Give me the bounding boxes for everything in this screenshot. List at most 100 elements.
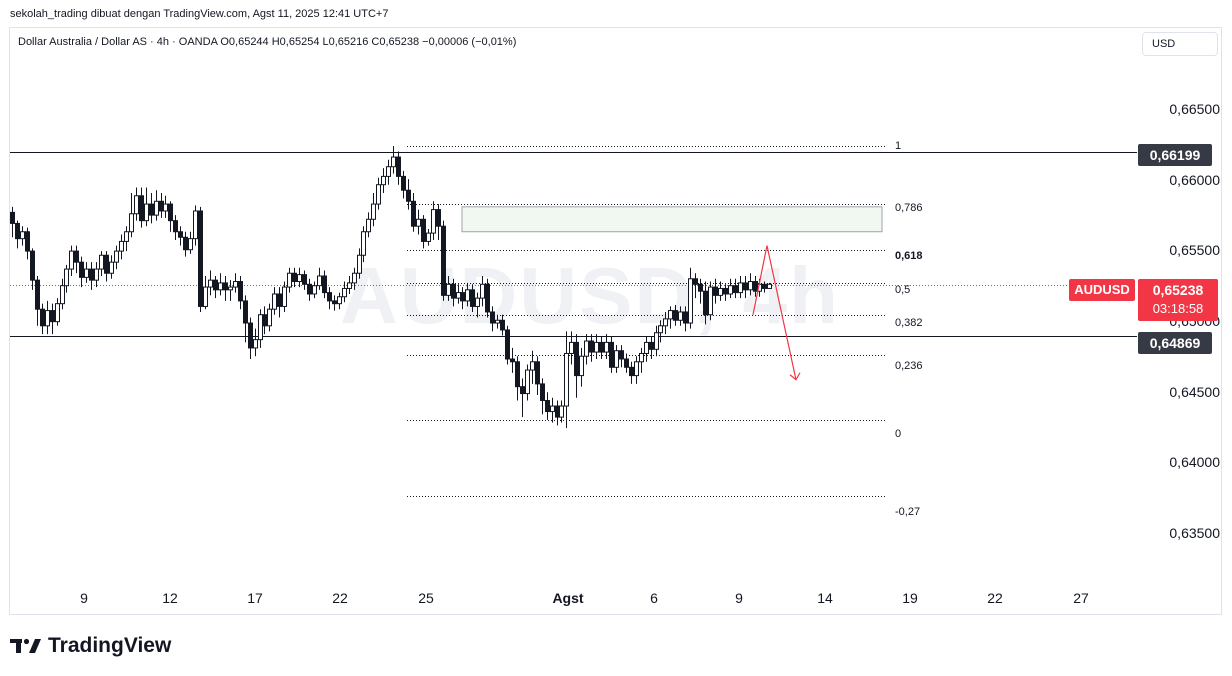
bullish-candle [584, 340, 589, 357]
currency-button[interactable]: USD [1142, 32, 1218, 56]
projection-path [752, 245, 797, 380]
bearish-candle [332, 300, 337, 305]
bearish-candle [510, 358, 515, 363]
time-axis-label: Agst [552, 590, 584, 606]
bullish-candle [60, 285, 65, 305]
bearish-candle [173, 220, 178, 233]
bullish-candle [668, 310, 673, 320]
bullish-candle [366, 218, 371, 233]
fib-label-0236: 0,236 [895, 360, 923, 372]
bullish-candle [218, 282, 223, 291]
bullish-candle [163, 203, 168, 212]
bullish-candle [634, 361, 639, 377]
bullish-candle [386, 166, 391, 177]
time-axis-label: 25 [418, 590, 434, 606]
bullish-candle [614, 350, 619, 368]
bullish-candle [20, 231, 25, 240]
time-axis-label: 14 [817, 590, 833, 606]
bearish-candle [485, 283, 490, 313]
bearish-candle [609, 341, 614, 368]
bearish-candle [599, 341, 604, 353]
bearish-candle [25, 231, 30, 252]
bearish-candle [421, 218, 426, 242]
bullish-candle [258, 314, 263, 341]
bearish-candle [574, 341, 579, 377]
time-axis-label: 12 [162, 590, 178, 606]
tradingview-logo[interactable]: TradingView [10, 634, 171, 658]
time-axis-label: 22 [332, 590, 348, 606]
bullish-candle [144, 203, 149, 222]
bearish-candle [406, 189, 411, 202]
bullish-candle [361, 231, 366, 256]
bullish-candle [45, 310, 50, 327]
bullish-candle [109, 261, 114, 274]
bearish-candle [753, 281, 758, 292]
bearish-candle [238, 281, 243, 302]
current-price: 0,65238 [1152, 282, 1204, 298]
bullish-candle [84, 268, 89, 278]
bearish-candle [178, 231, 183, 238]
bearish-candle [451, 283, 456, 299]
bullish-candle [644, 341, 649, 354]
bullish-candle [297, 274, 302, 283]
time-axis-label: 9 [735, 590, 743, 606]
bullish-candle [594, 341, 599, 353]
bullish-candle [154, 200, 159, 216]
bearish-candle [545, 400, 550, 413]
bullish-candle [342, 287, 347, 298]
bearish-candle [50, 310, 55, 323]
bearish-candle [35, 279, 40, 310]
bullish-candle [708, 286, 713, 316]
bearish-candle [104, 254, 109, 274]
bearish-candle [693, 278, 698, 285]
bullish-candle [287, 272, 292, 288]
bullish-candle [188, 238, 193, 251]
chart-frame [9, 27, 1222, 615]
bearish-candle [698, 283, 703, 292]
bullish-candle [129, 213, 134, 233]
bearish-candle [713, 286, 718, 296]
bearish-candle [624, 358, 629, 368]
bearish-candle [30, 250, 35, 281]
fib-label-0618: 0,618 [895, 250, 923, 262]
bullish-candle [99, 254, 104, 270]
bearish-candle [619, 350, 624, 360]
symbol-info[interactable]: Dollar Australia / Dollar AS · 4h · OAND… [18, 36, 517, 48]
bullish-candle [203, 286, 208, 307]
price-axis-label: 0,66500 [1169, 101, 1220, 117]
bearish-candle [74, 250, 79, 263]
bullish-candle [64, 268, 69, 287]
bullish-candle [688, 278, 693, 324]
bearish-candle [540, 383, 545, 401]
bullish-candle [347, 282, 352, 289]
bullish-candle [124, 231, 129, 242]
bullish-candle [465, 289, 470, 302]
bullish-candle [317, 275, 322, 287]
bullish-candle [663, 318, 668, 327]
bearish-candle [322, 275, 327, 294]
bullish-candle [376, 184, 381, 205]
bullish-candle [416, 218, 421, 227]
bullish-candle [337, 296, 342, 305]
bullish-candle [312, 285, 317, 295]
bearish-candle [441, 225, 446, 296]
bullish-candle [530, 361, 535, 371]
bullish-candle [134, 195, 139, 215]
bullish-candle [371, 203, 376, 220]
bullish-candle [550, 405, 555, 413]
bearish-candle [500, 319, 505, 331]
bullish-candle [559, 405, 564, 418]
bearish-candle [139, 195, 144, 222]
bearish-candle [292, 272, 297, 283]
resistance-price-tag: 0,66199 [1138, 144, 1212, 166]
bearish-candle [520, 386, 525, 395]
bullish-candle [228, 286, 233, 291]
bearish-candle [629, 366, 634, 377]
bullish-candle [193, 210, 198, 240]
bullish-candle [69, 250, 74, 270]
bullish-candle [94, 268, 99, 281]
bearish-candle [535, 361, 540, 385]
bullish-candle [114, 250, 119, 263]
bullish-candle [119, 240, 124, 252]
